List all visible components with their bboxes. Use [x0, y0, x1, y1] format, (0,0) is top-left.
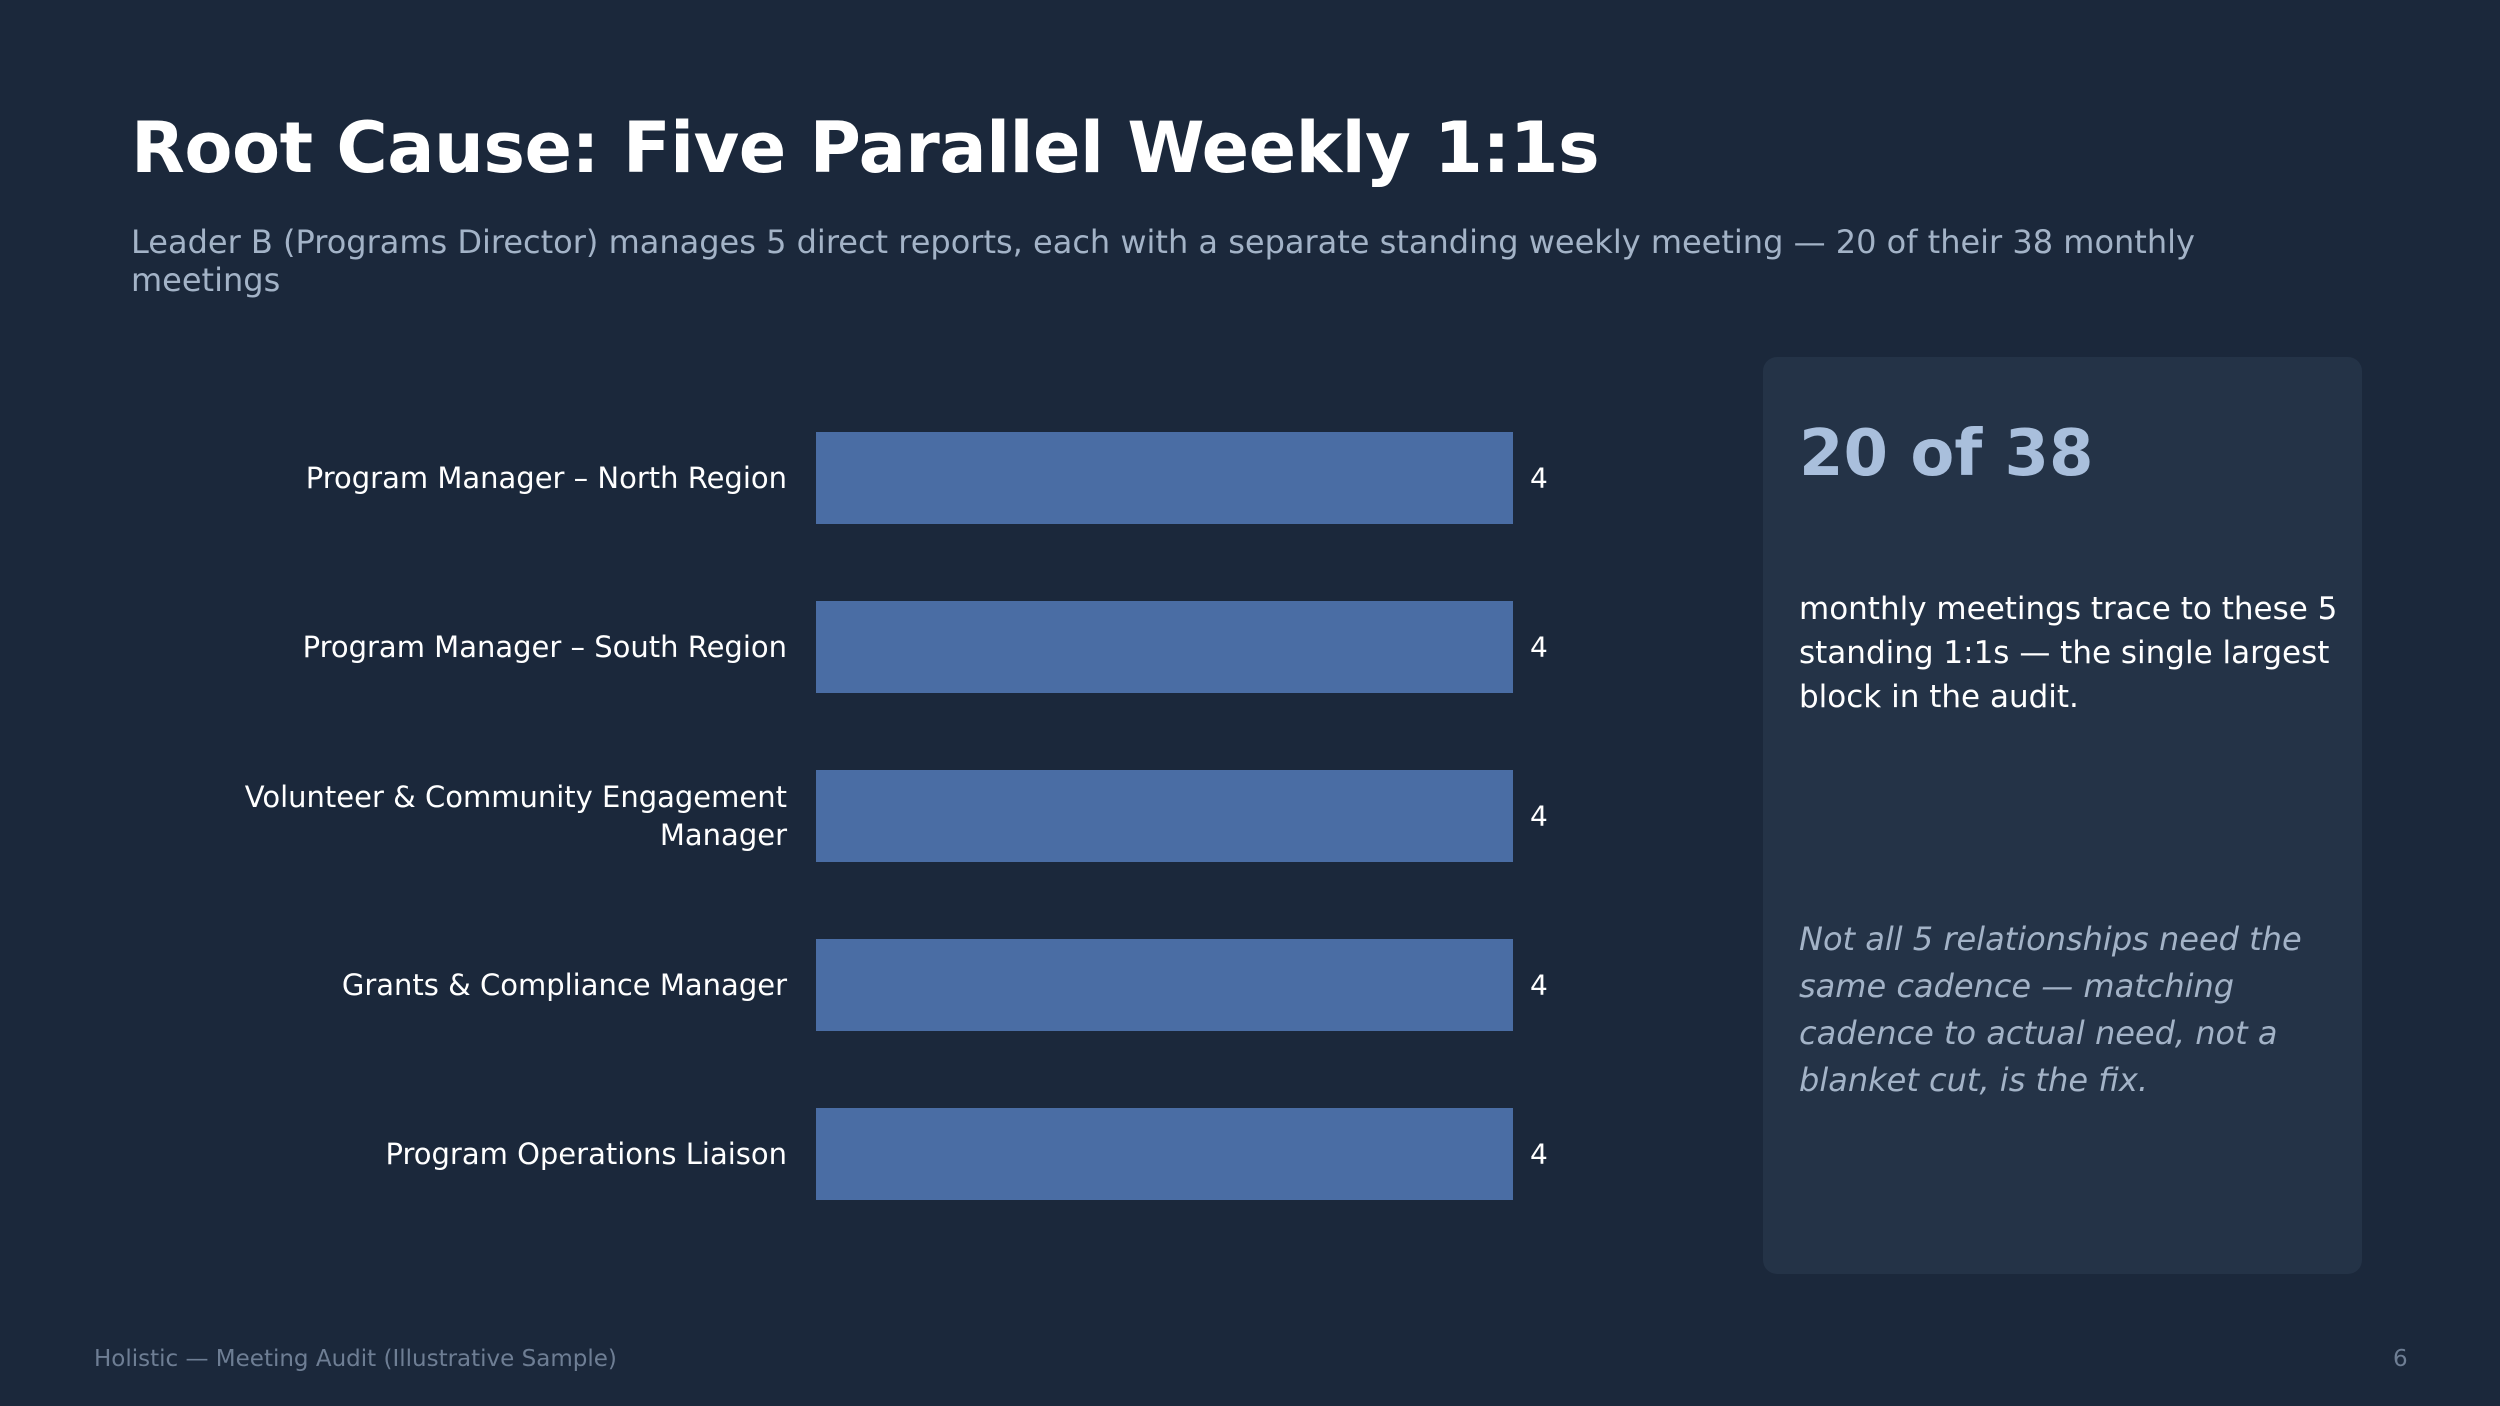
data-label-5: 4 — [1530, 1138, 1548, 1171]
category-label-1: Program Manager – North Region — [306, 461, 787, 495]
category-label-3: Manager — [660, 818, 787, 852]
bar-5 — [816, 1108, 1513, 1200]
slide-subtitle: Leader B (Programs Director) manages 5 d… — [131, 223, 2195, 299]
category-label-4: Grants & Compliance Manager — [342, 968, 787, 1002]
callout-stat: 20 of 38 — [1799, 417, 2094, 491]
data-label-1: 4 — [1530, 462, 1548, 495]
footer-source: Holistic — Meeting Audit (Illustrative S… — [94, 1346, 617, 1372]
page-number: 6 — [2393, 1346, 2408, 1372]
bar-chart: Program Manager – North Region 4 Program M… — [245, 432, 1548, 1200]
callout-description: monthly meetings trace to these 5 standi… — [1799, 591, 2338, 715]
category-label-5: Program Operations Liaison — [386, 1137, 788, 1171]
data-label-3: 4 — [1530, 800, 1548, 833]
category-label-3: Volunteer & Community Engagement — [245, 780, 787, 814]
callout-note: Not all 5 relationships need the same ca… — [1799, 920, 2302, 1099]
bar-2 — [816, 601, 1513, 693]
bar-3 — [816, 770, 1513, 862]
bar-4 — [816, 939, 1513, 1031]
data-label-4: 4 — [1530, 969, 1548, 1002]
category-label-2: Program Manager – South Region — [303, 630, 787, 664]
bar-1 — [816, 432, 1513, 524]
bar-chart-svg: Program Manager – North Region 4 Program M… — [245, 432, 1548, 1200]
callout-panel: 20 of 38 monthly meetings trace to these… — [1763, 357, 2362, 1274]
slide-title: Root Cause: Five Parallel Weekly 1:1s — [131, 107, 1600, 189]
data-label-2: 4 — [1530, 631, 1548, 664]
